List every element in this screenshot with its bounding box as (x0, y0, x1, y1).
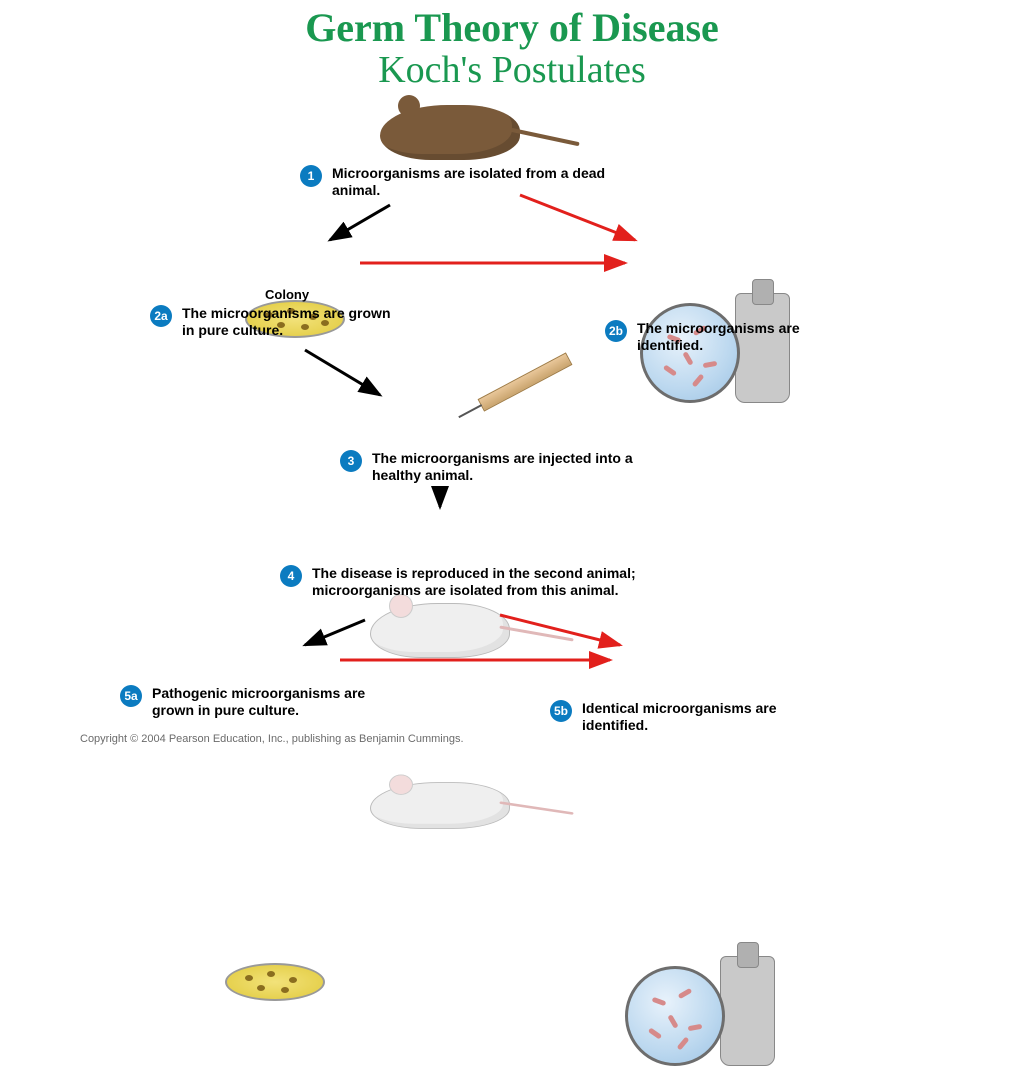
page-title-sub: Koch's Postulates (0, 50, 1024, 92)
colony-label: Colony (265, 287, 309, 302)
step-badge-1: 1 (300, 165, 322, 187)
copyright-text: Copyright © 2004 Pearson Education, Inc.… (80, 733, 464, 745)
step-badge-5a: 5a (120, 685, 142, 707)
flow-arrows (80, 105, 960, 745)
step-text-5a: Pathogenic microorganisms are grown in p… (152, 685, 372, 719)
step-badge-3: 3 (340, 450, 362, 472)
step-text-3: The microorganisms are injected into a h… (372, 450, 682, 484)
microscope-icon-2 (625, 956, 775, 1076)
step-badge-2b: 2b (605, 320, 627, 342)
dead-mouse-icon (380, 105, 520, 160)
syringe-icon (478, 352, 573, 411)
healthy-mouse-icon (370, 603, 510, 658)
sick-mouse-icon (370, 782, 510, 829)
step-text-2a: The microorganisms are grown in pure cul… (182, 305, 392, 339)
page-title-main: Germ Theory of Disease (0, 6, 1024, 50)
step-badge-4: 4 (280, 565, 302, 587)
step-badge-2a: 2a (150, 305, 172, 327)
step-text-2b: The microorganisms are identified. (637, 320, 837, 354)
koch-postulates-diagram: 1 Microorganisms are isolated from a dea… (80, 105, 960, 745)
petri-dish-icon-2 (225, 963, 325, 1001)
step-text-5b: Identical microorganisms are identified. (582, 700, 832, 734)
step-text-4: The disease is reproduced in the second … (312, 565, 682, 599)
step-badge-5b: 5b (550, 700, 572, 722)
step-text-1: Microorganisms are isolated from a dead … (332, 165, 612, 199)
